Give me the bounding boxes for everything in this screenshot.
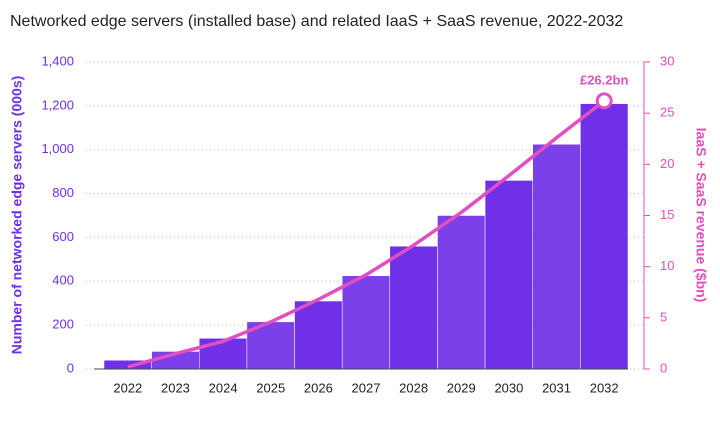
data-label: £26.2bn [580, 72, 628, 87]
y-tick-label: 800 [52, 185, 74, 200]
y2-tick-label: 10 [660, 258, 674, 273]
bar [437, 215, 486, 370]
y2-tick-label: 15 [660, 207, 674, 222]
bar [580, 103, 629, 370]
y-tick-label: 1,200 [41, 97, 74, 112]
bar [389, 245, 438, 370]
x-tick-label: 2032 [590, 380, 619, 395]
chart-title: Networked edge servers (installed base) … [10, 13, 623, 30]
y-tick-label: 1,400 [41, 53, 74, 68]
y2-tick-label: 20 [660, 156, 674, 171]
y2-axis-title: IaaS + SaaS revenue ($bn) [693, 128, 709, 303]
x-tick-label: 2026 [304, 380, 333, 395]
bar [341, 275, 391, 370]
y-tick-label: 1,000 [41, 141, 74, 156]
y2-tick-label: 5 [660, 309, 667, 324]
line [127, 99, 606, 369]
bar [484, 180, 533, 370]
y-tick-label: 600 [52, 229, 74, 244]
x-tick-label: 2029 [447, 380, 476, 395]
x-tick-label: 2027 [352, 380, 381, 395]
x-tick-label: 2024 [209, 380, 238, 395]
line-point [595, 92, 613, 110]
x-tick-label: 2028 [399, 380, 428, 395]
x-tick-label: 2025 [256, 380, 285, 395]
y-axis-title: Number of networked edge servers (000s) [9, 76, 25, 355]
x-tick-label: 2022 [113, 380, 142, 395]
y-tick-label: 0 [67, 360, 74, 375]
x-tick-label: 2023 [161, 380, 190, 395]
bar [294, 300, 343, 370]
y-tick-label: 200 [52, 317, 74, 332]
bar [532, 143, 581, 370]
y2-tick-label: 0 [660, 360, 667, 375]
y2-tick-label: 25 [660, 105, 674, 120]
y2-tick-label: 30 [660, 53, 674, 68]
bar [199, 338, 248, 370]
y-tick-label: 400 [52, 273, 74, 288]
x-tick-label: 2030 [494, 380, 523, 395]
x-tick-label: 2031 [542, 380, 571, 395]
